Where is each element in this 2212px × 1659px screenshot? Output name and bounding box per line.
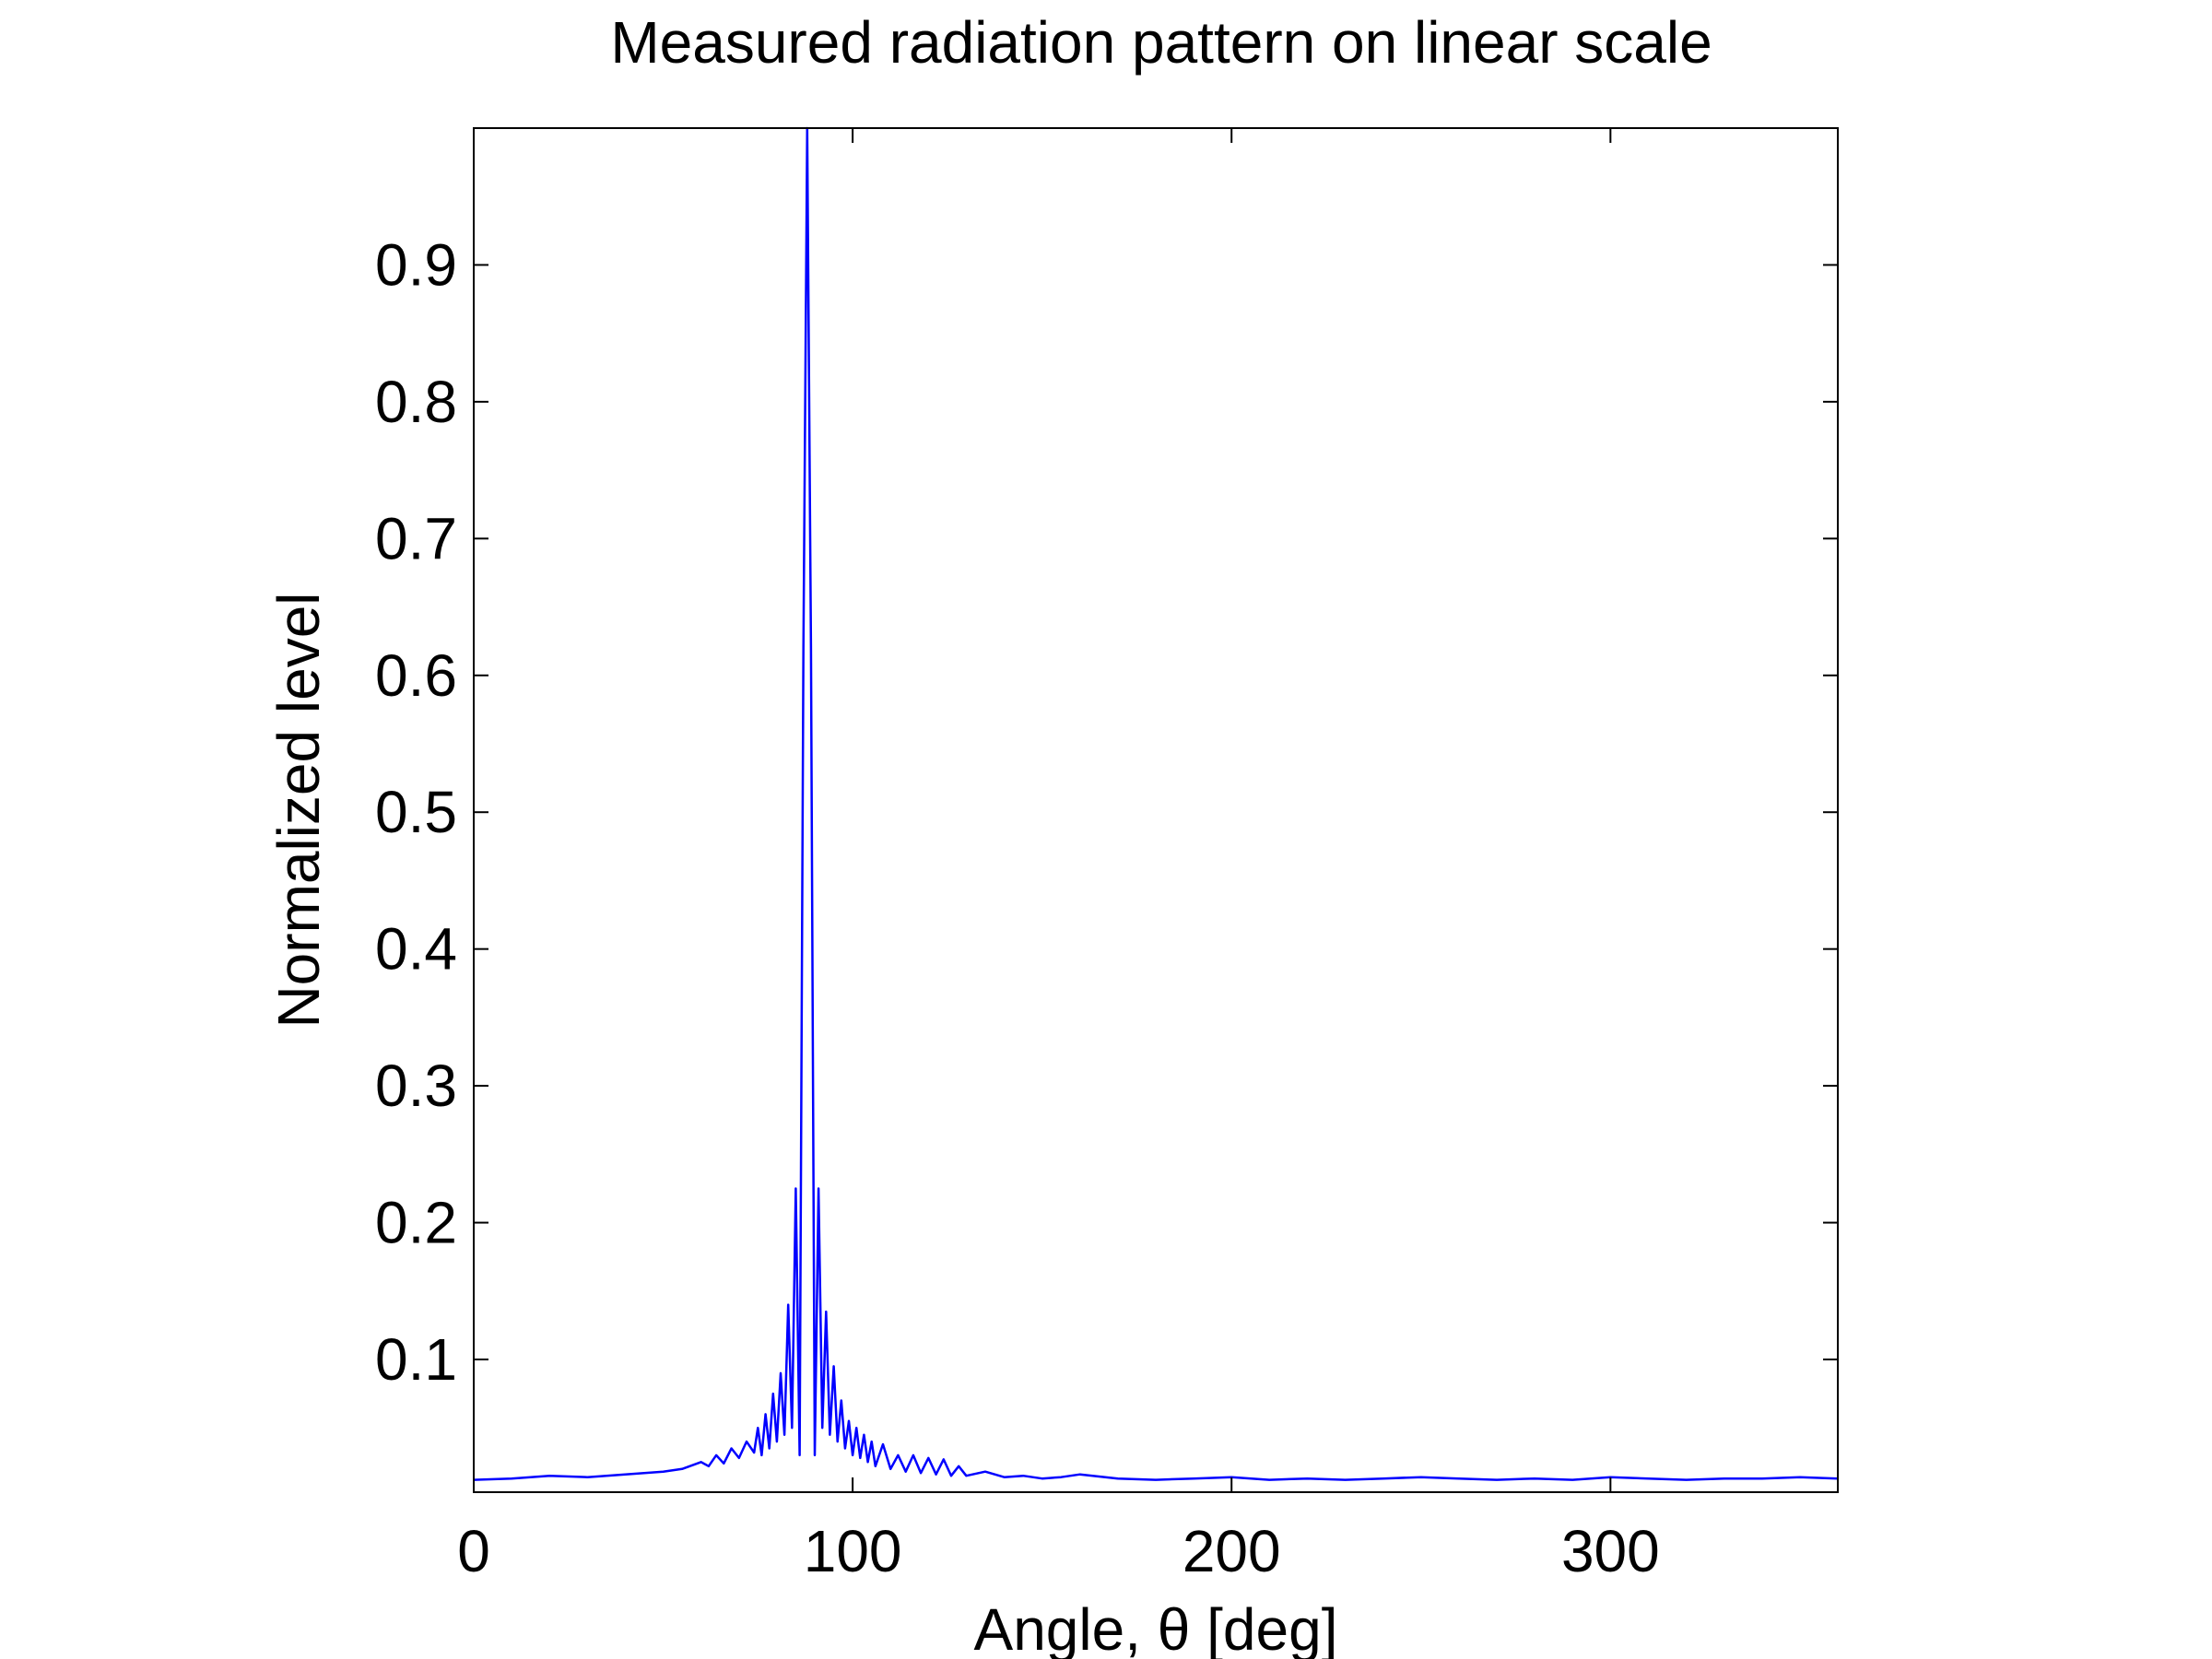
y-tick-label: 0.7 (375, 505, 457, 571)
chart-title: Measured radiation pattern on linear sca… (610, 9, 1712, 76)
y-tick-label: 0.1 (375, 1326, 457, 1393)
y-tick-label: 0.6 (375, 642, 457, 709)
y-tick-label: 0.8 (375, 369, 457, 435)
y-tick-label: 0.5 (375, 779, 457, 845)
y-tick-label: 0.3 (375, 1053, 457, 1119)
y-tick-label: 0.4 (375, 916, 457, 982)
x-tick-label: 200 (1182, 1518, 1281, 1584)
x-axis-label: Angle, θ [deg] (974, 1596, 1338, 1659)
x-tick-label: 300 (1561, 1518, 1660, 1584)
y-axis-label: Normalized level (265, 592, 332, 1028)
plot-frame (473, 127, 1839, 1493)
y-tick-label: 0.2 (375, 1190, 457, 1256)
x-axis-ticks: 0 100 200 300 (457, 128, 1660, 1584)
y-tick-label: 0.9 (375, 231, 457, 298)
plot-area (474, 128, 1838, 1492)
y-axis-ticks: 0.1 0.2 0.3 0.4 0.5 0.6 0.7 0.8 0.9 (375, 231, 1838, 1393)
x-tick-label: 100 (804, 1518, 902, 1584)
series-layer (473, 126, 1839, 1481)
x-tick-label: 0 (457, 1518, 490, 1584)
series-line (473, 126, 1839, 1481)
